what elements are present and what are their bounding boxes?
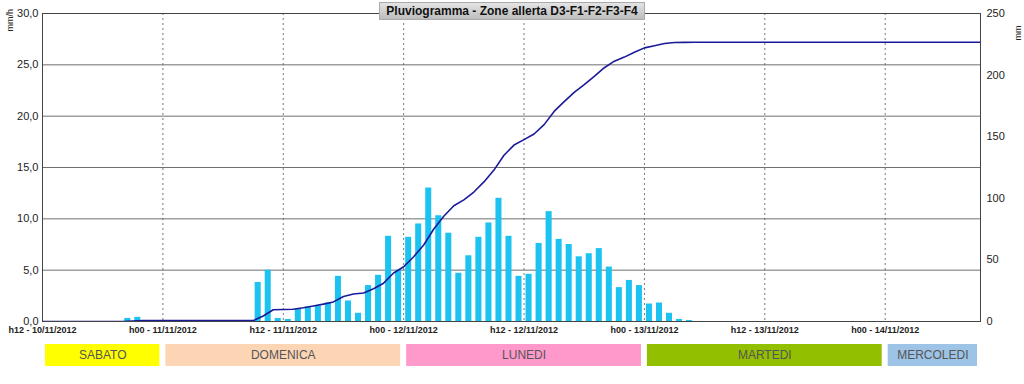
svg-text:h12 - 12/11/2012: h12 - 12/11/2012 — [490, 325, 558, 335]
svg-text:MERCOLEDI: MERCOLEDI — [897, 348, 968, 362]
svg-text:150: 150 — [987, 130, 1005, 142]
svg-text:200: 200 — [987, 69, 1005, 81]
svg-text:h12 - 11/11/2012: h12 - 11/11/2012 — [249, 325, 317, 335]
svg-text:DOMENICA: DOMENICA — [251, 348, 316, 362]
svg-text:h00 - 11/11/2012: h00 - 11/11/2012 — [129, 325, 197, 335]
svg-text:50: 50 — [987, 253, 999, 265]
svg-text:MARTEDI: MARTEDI — [738, 348, 792, 362]
svg-text:0: 0 — [987, 315, 993, 327]
html-text:Pluviogramma - Zone allerta D3: Pluviogramma - Zone allerta D3-F1-F2-F3-… — [386, 4, 638, 18]
svg-text:mm: mm — [1013, 26, 1023, 41]
svg-text:mm/h: mm/h — [5, 9, 15, 32]
svg-text:h00 - 12/11/2012: h00 - 12/11/2012 — [370, 325, 438, 335]
svg-text:LUNEDI: LUNEDI — [502, 348, 546, 362]
svg-text:5,0: 5,0 — [23, 264, 38, 276]
svg-text:250: 250 — [987, 7, 1005, 19]
svg-text:100: 100 — [987, 192, 1005, 204]
svg-text:0,0: 0,0 — [23, 315, 39, 327]
svg-text:h12 - 13/11/2012: h12 - 13/11/2012 — [731, 325, 799, 335]
svg-text:10,0: 10,0 — [17, 212, 38, 224]
svg-text:SABATO: SABATO — [79, 348, 127, 362]
svg-text:15,0: 15,0 — [17, 161, 38, 173]
svg-text:h00 - 14/11/2012: h00 - 14/11/2012 — [851, 325, 919, 335]
svg-text:h12 - 10/11/2012: h12 - 10/11/2012 — [8, 325, 76, 335]
svg-text:h00 - 13/11/2012: h00 - 13/11/2012 — [610, 325, 678, 335]
svg-text:20,0: 20,0 — [17, 110, 38, 122]
svg-text:30,0: 30,0 — [17, 7, 38, 19]
svg-text:25,0: 25,0 — [17, 58, 38, 70]
